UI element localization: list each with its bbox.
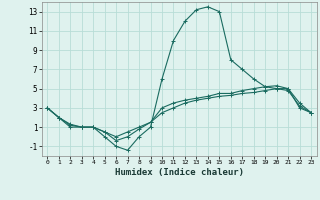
X-axis label: Humidex (Indice chaleur): Humidex (Indice chaleur): [115, 168, 244, 177]
